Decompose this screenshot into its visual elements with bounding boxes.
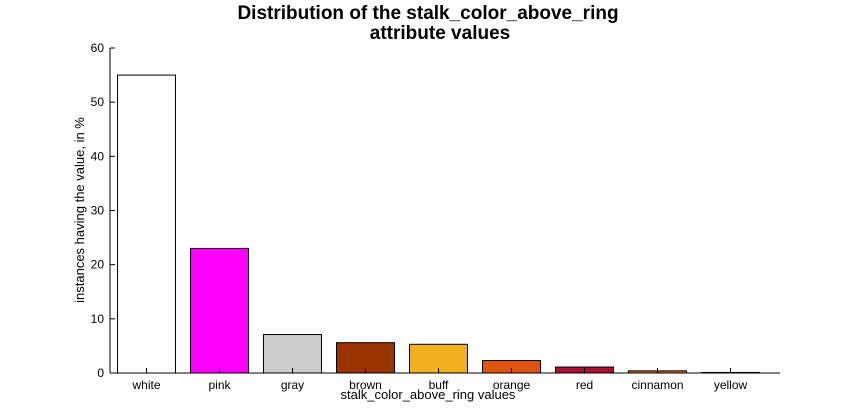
x-tick-label-buff: buff bbox=[429, 378, 449, 392]
bar-gray bbox=[263, 334, 322, 374]
x-tick-label-white: white bbox=[131, 378, 160, 392]
bar-white bbox=[117, 74, 176, 374]
chart-title-line-2: attribute values bbox=[370, 23, 510, 44]
x-tick-label-orange: orange bbox=[493, 378, 531, 392]
y-tick-label: 20 bbox=[91, 258, 105, 272]
x-tick-label-gray: gray bbox=[281, 378, 304, 392]
x-axis-label: stalk_color_above_ring values bbox=[341, 387, 516, 402]
x-tick-label-red: red bbox=[576, 378, 593, 392]
x-tick-label-brown: brown bbox=[349, 378, 382, 392]
y-axis-label: instances having the value, in % bbox=[72, 117, 87, 303]
y-tick-label: 40 bbox=[91, 149, 105, 163]
chart-title-line-1: Distribution of the stalk_color_above_ri… bbox=[237, 3, 618, 24]
y-tick-label: 10 bbox=[91, 312, 105, 326]
y-tick-label: 50 bbox=[91, 95, 105, 109]
x-tick-label-yellow: yellow bbox=[714, 378, 748, 392]
y-tick-label: 30 bbox=[91, 204, 105, 218]
x-tick-label-pink: pink bbox=[208, 378, 231, 392]
y-tick-label: 60 bbox=[91, 41, 105, 55]
plot-area: 0 10 20 30 40 50 60 white pink gray brown buff orang… bbox=[91, 41, 780, 392]
bar-pink bbox=[190, 247, 249, 374]
x-tick-label-cinnamon: cinnamon bbox=[631, 378, 683, 392]
bar-brown bbox=[336, 342, 395, 374]
y-tick-label: 0 bbox=[97, 366, 104, 380]
